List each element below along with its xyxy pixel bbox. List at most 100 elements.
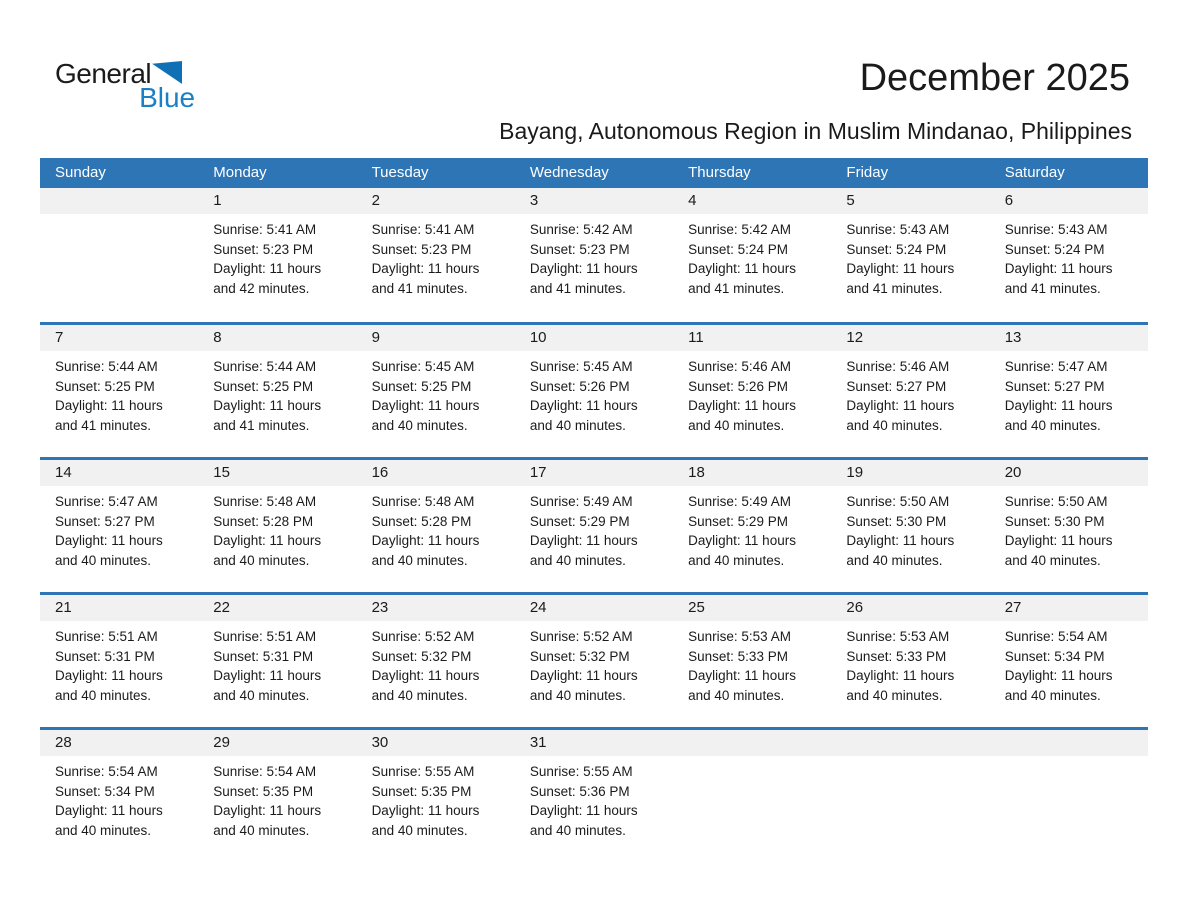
week-row: 7 Sunrise: 5:44 AM Sunset: 5:25 PM Daylight… [40, 322, 1148, 457]
day-cell: 19 Sunrise: 5:50 AM Sunset: 5:30 PM Dayligh… [831, 460, 990, 592]
day-sunrise-text: Sunrise: 5:54 AM [1004, 629, 1108, 644]
day-number-band: 18 [673, 460, 832, 486]
day-details: Sunrise: 5:44 AM Sunset: 5:25 PM Daylight:… [198, 351, 356, 435]
calendar-weeks: 1 Sunrise: 5:41 AM Sunset: 5:23 PM Daylight… [40, 188, 1148, 862]
day-number: 4 [688, 192, 697, 209]
day-sunrise-text: Sunrise: 5:46 AM [688, 359, 791, 374]
day-number-band [673, 730, 832, 756]
day-number-band: 21 [40, 595, 199, 621]
empty-day-cell [831, 730, 990, 862]
day-daylight2-text: and 40 minutes. [688, 552, 785, 568]
weekday-saturday: Saturday [1004, 164, 1065, 181]
day-daylight1-text: Daylight: 11 hours [371, 803, 480, 818]
weekday-sunday: Sunday [55, 164, 106, 181]
day-number-band: 9 [356, 325, 515, 351]
day-details [990, 756, 1148, 762]
day-number-band: 26 [831, 595, 990, 621]
day-sunrise-text: Sunrise: 5:41 AM [213, 222, 317, 237]
page-title: December 2025 [859, 57, 1130, 99]
logo-text-blue: Blue [139, 82, 196, 113]
day-details: Sunrise: 5:54 AM Sunset: 5:34 PM Daylight:… [40, 756, 198, 840]
day-number-band: 27 [989, 595, 1148, 621]
day-number-band: 6 [989, 188, 1148, 214]
day-sunset-text: Sunset: 5:24 PM [846, 241, 947, 257]
day-daylight2-text: and 41 minutes. [846, 280, 943, 296]
day-cell: 22 Sunrise: 5:51 AM Sunset: 5:31 PM Dayligh… [198, 595, 357, 727]
day-sunrise-text: Sunrise: 5:44 AM [55, 359, 158, 374]
day-cell: 18 Sunrise: 5:49 AM Sunset: 5:29 PM Dayligh… [673, 460, 832, 592]
day-daylight1-text: Daylight: 11 hours [55, 398, 163, 413]
day-sunrise-text: Sunrise: 5:55 AM [529, 764, 633, 779]
day-number-band: 23 [356, 595, 515, 621]
day-daylight1-text: Daylight: 11 hours [55, 803, 163, 818]
day-daylight2-text: and 41 minutes. [1004, 280, 1101, 296]
day-cell: 3 Sunrise: 5:42 AM Sunset: 5:23 PM Daylight… [514, 188, 674, 322]
day-daylight1-text: Daylight: 11 hours [55, 668, 163, 683]
day-cell: 1 Sunrise: 5:41 AM Sunset: 5:23 PM Daylight… [198, 188, 357, 322]
day-sunset-text: Sunset: 5:23 PM [213, 241, 314, 257]
day-number-band: 30 [356, 730, 515, 756]
day-daylight1-text: Daylight: 11 hours [529, 261, 638, 276]
day-cell: 9 Sunrise: 5:45 AM Sunset: 5:25 PM Daylight… [356, 325, 515, 457]
day-number-band: 25 [673, 595, 832, 621]
day-daylight1-text: Daylight: 11 hours [688, 261, 796, 276]
day-daylight2-text: and 40 minutes. [1004, 417, 1101, 433]
day-sunset-text: Sunset: 5:28 PM [213, 513, 314, 529]
day-sunrise-text: Sunrise: 5:52 AM [371, 629, 475, 644]
day-details: Sunrise: 5:45 AM Sunset: 5:25 PM Daylight:… [357, 351, 515, 435]
day-details: Sunrise: 5:45 AM Sunset: 5:26 PM Daylight:… [515, 351, 673, 435]
day-number-band: 19 [831, 460, 990, 486]
day-cell: 30 Sunrise: 5:55 AM Sunset: 5:35 PM Dayligh… [356, 730, 515, 862]
day-sunrise-text: Sunrise: 5:42 AM [529, 222, 633, 237]
day-sunset-text: Sunset: 5:31 PM [213, 648, 314, 664]
day-number: 29 [213, 734, 230, 751]
day-details: Sunrise: 5:47 AM Sunset: 5:27 PM Daylight:… [990, 351, 1148, 435]
day-sunset-text: Sunset: 5:32 PM [529, 648, 630, 664]
day-daylight2-text: and 40 minutes. [529, 687, 626, 703]
day-sunset-text: Sunset: 5:28 PM [371, 513, 472, 529]
day-number: 12 [846, 329, 864, 346]
day-daylight1-text: Daylight: 11 hours [688, 398, 796, 413]
day-number: 8 [213, 329, 222, 346]
day-sunset-text: Sunset: 5:35 PM [371, 783, 472, 799]
day-number: 30 [371, 734, 389, 751]
day-cell: 28 Sunrise: 5:54 AM Sunset: 5:34 PM Dayligh… [40, 730, 199, 862]
day-details [673, 756, 831, 762]
day-sunrise-text: Sunrise: 5:55 AM [371, 764, 475, 779]
day-cell: 27 Sunrise: 5:54 AM Sunset: 5:34 PM Dayligh… [989, 595, 1148, 727]
day-sunrise-text: Sunrise: 5:46 AM [846, 359, 950, 374]
day-cell: 16 Sunrise: 5:48 AM Sunset: 5:28 PM Dayligh… [356, 460, 515, 592]
day-sunset-text: Sunset: 5:29 PM [688, 513, 788, 529]
day-number: 19 [846, 464, 864, 481]
day-daylight1-text: Daylight: 11 hours [371, 398, 480, 413]
day-daylight1-text: Daylight: 11 hours [213, 803, 322, 818]
day-daylight2-text: and 40 minutes. [213, 822, 310, 838]
day-daylight2-text: and 41 minutes. [371, 280, 468, 296]
day-cell: 2 Sunrise: 5:41 AM Sunset: 5:23 PM Daylight… [356, 188, 515, 322]
day-sunrise-text: Sunrise: 5:49 AM [529, 494, 633, 509]
day-number: 13 [1004, 329, 1022, 346]
day-number: 9 [371, 329, 380, 346]
day-daylight1-text: Daylight: 11 hours [1004, 533, 1113, 548]
day-number-band: 10 [514, 325, 674, 351]
day-number: 2 [371, 192, 380, 209]
day-daylight1-text: Daylight: 11 hours [846, 533, 955, 548]
weekday-monday: Monday [213, 164, 267, 181]
day-sunset-text: Sunset: 5:24 PM [1004, 241, 1105, 257]
day-cell: 26 Sunrise: 5:53 AM Sunset: 5:33 PM Dayligh… [831, 595, 990, 727]
day-cell: 25 Sunrise: 5:53 AM Sunset: 5:33 PM Dayligh… [673, 595, 832, 727]
day-daylight2-text: and 40 minutes. [55, 552, 152, 568]
day-details: Sunrise: 5:43 AM Sunset: 5:24 PM Daylight:… [990, 214, 1148, 298]
day-daylight1-text: Daylight: 11 hours [371, 668, 480, 683]
day-number-band: 31 [514, 730, 674, 756]
day-sunrise-text: Sunrise: 5:45 AM [529, 359, 633, 374]
day-daylight2-text: and 40 minutes. [213, 687, 310, 703]
empty-day-cell [989, 730, 1148, 862]
day-sunset-text: Sunset: 5:25 PM [213, 378, 314, 394]
day-daylight1-text: Daylight: 11 hours [213, 398, 322, 413]
day-number-band: 4 [673, 188, 832, 214]
day-number-band: 1 [198, 188, 357, 214]
day-cell: 5 Sunrise: 5:43 AM Sunset: 5:24 PM Daylight… [831, 188, 990, 322]
logo-triangle-icon [152, 61, 183, 84]
day-details: Sunrise: 5:51 AM Sunset: 5:31 PM Daylight:… [40, 621, 198, 705]
